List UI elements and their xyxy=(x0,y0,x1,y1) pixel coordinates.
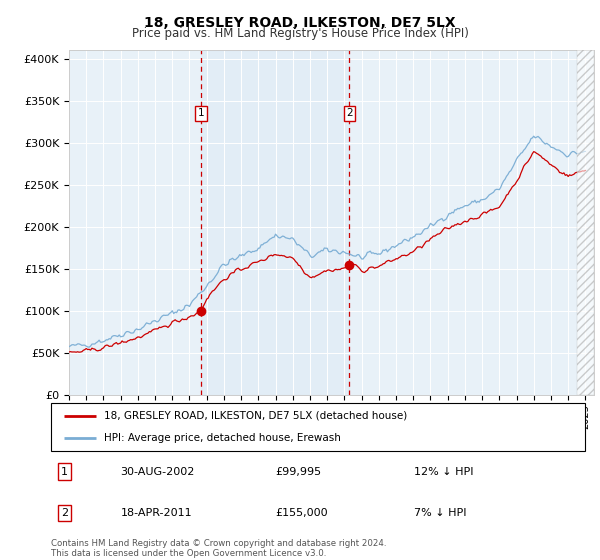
Text: Contains HM Land Registry data © Crown copyright and database right 2024.
This d: Contains HM Land Registry data © Crown c… xyxy=(51,539,386,558)
Text: £155,000: £155,000 xyxy=(275,508,328,518)
Text: 18, GRESLEY ROAD, ILKESTON, DE7 5LX (detached house): 18, GRESLEY ROAD, ILKESTON, DE7 5LX (det… xyxy=(104,410,407,421)
Text: 1: 1 xyxy=(197,109,204,118)
Text: 12% ↓ HPI: 12% ↓ HPI xyxy=(414,466,473,477)
Text: 7% ↓ HPI: 7% ↓ HPI xyxy=(414,508,467,518)
Text: 2: 2 xyxy=(61,508,68,518)
Text: 18, GRESLEY ROAD, ILKESTON, DE7 5LX: 18, GRESLEY ROAD, ILKESTON, DE7 5LX xyxy=(144,16,456,30)
Text: Price paid vs. HM Land Registry's House Price Index (HPI): Price paid vs. HM Land Registry's House … xyxy=(131,27,469,40)
Text: 2: 2 xyxy=(346,109,353,118)
Text: 30-AUG-2002: 30-AUG-2002 xyxy=(121,466,195,477)
Text: HPI: Average price, detached house, Erewash: HPI: Average price, detached house, Erew… xyxy=(104,433,341,444)
Bar xyxy=(201,50,349,395)
Text: 18-APR-2011: 18-APR-2011 xyxy=(121,508,192,518)
Text: £99,995: £99,995 xyxy=(275,466,322,477)
FancyBboxPatch shape xyxy=(51,403,585,451)
Text: 1: 1 xyxy=(61,466,68,477)
